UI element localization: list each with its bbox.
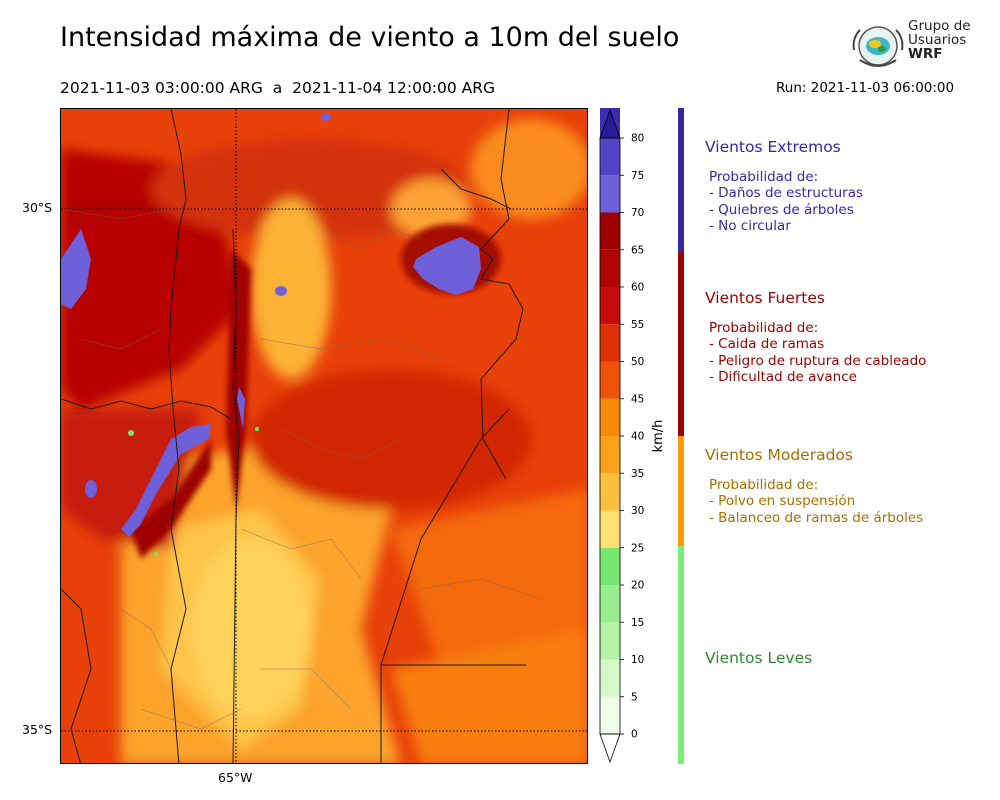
wind-field-shading <box>61 119 587 763</box>
category-strong-title: Vientos Fuertes <box>705 289 825 307</box>
colorbar-segment <box>600 659 620 697</box>
region-strong-north <box>151 139 471 239</box>
colorbar-tick-label: 70 <box>631 207 644 219</box>
colorbar-tick-label: 5 <box>631 691 638 703</box>
colorbar-segment <box>600 547 620 585</box>
colorbar-segment <box>600 324 620 362</box>
legend-bar-moderate <box>678 436 684 546</box>
logo-text: Grupo de Usuarios WRF <box>908 18 971 62</box>
colorbar-tick-label: 15 <box>631 617 644 629</box>
category-light: Vientos Leves <box>705 649 812 667</box>
extreme-wind-areas <box>61 113 481 537</box>
region-orange-east <box>391 489 587 669</box>
colorbar-segment <box>600 696 620 734</box>
category-extreme: Vientos Extremos Probabilidad de: - Daño… <box>705 138 863 234</box>
colorbar-tick-label: 55 <box>631 319 644 331</box>
category-moderate-desc: Probabilidad de: - Polvo en suspensión -… <box>709 477 924 526</box>
wind-speed-colorbar: 0 5 10 15 20 25 30 35 40 45 50 55 60 65 70 75 80 km/h <box>598 100 678 768</box>
legend-bar-light <box>678 546 684 764</box>
globe-logo-icon <box>852 26 904 67</box>
colorbar-segment <box>600 361 620 399</box>
strong-band-center <box>226 249 251 509</box>
category-extreme-title: Vientos Extremos <box>705 138 841 156</box>
legend-bar-strong <box>678 252 684 436</box>
colorbar-tick-label: 20 <box>631 580 644 592</box>
colorbar-tick-label: 40 <box>631 431 644 443</box>
wind-speed-map <box>60 108 588 764</box>
colorbar-tick-label: 45 <box>631 393 644 405</box>
colorbar-under-tip <box>599 733 621 764</box>
colorbar-unit-label: km/h <box>651 420 666 453</box>
extreme-spot-1 <box>275 286 287 296</box>
category-light-title: Vientos Leves <box>705 649 813 667</box>
extreme-spot-2 <box>85 480 97 498</box>
region-light-north <box>251 199 331 379</box>
graticule <box>61 109 587 763</box>
category-extreme-desc: Probabilidad de: - Daños de estructuras … <box>709 169 864 234</box>
extreme-band-west <box>121 424 211 537</box>
colorbar-segment <box>600 473 620 511</box>
colorbar-segment <box>600 138 620 176</box>
region-light-northeast <box>471 119 587 219</box>
legend-bar-extreme <box>678 108 684 252</box>
light-wind-spots <box>128 427 259 556</box>
lon-label-65w: 65°W <box>218 770 253 785</box>
lat-label-35s: 35°S <box>22 722 53 737</box>
colorbar-segment <box>600 398 620 436</box>
colorbar-segment <box>600 510 620 548</box>
strong-band-west <box>131 439 211 559</box>
colorbar-tick-label: 30 <box>631 505 644 517</box>
colorbar-tick-label: 10 <box>631 654 644 666</box>
colorbar-tick-label: 35 <box>631 468 644 480</box>
colorbar-tick-label: 60 <box>631 282 644 294</box>
colorbar-segment <box>600 436 620 474</box>
category-moderate-title: Vientos Moderados <box>705 446 853 464</box>
colorbar-segment <box>600 175 620 213</box>
colorbar-tick-label: 25 <box>631 542 644 554</box>
extreme-area-northeast <box>413 237 481 295</box>
category-strong: Vientos Fuertes Probabilidad de: - Caida… <box>705 289 926 385</box>
extreme-spot-3 <box>321 113 331 121</box>
colorbar-tick-label: 0 <box>631 729 638 741</box>
colorbar-segment <box>600 585 620 623</box>
map-title: Intensidad máxima de viento a 10m del su… <box>60 22 680 53</box>
colorbar-tick-label: 65 <box>631 244 644 256</box>
colorbar-segment <box>600 212 620 250</box>
department-borders <box>61 208 542 730</box>
run-time: Run: 2021-11-03 06:00:00 <box>776 80 955 96</box>
colorbar-tick-label: 80 <box>631 133 644 145</box>
region-light-south <box>191 539 311 719</box>
category-strong-desc: Probabilidad de: - Caida de ramas - Peli… <box>709 320 927 385</box>
region-orange-southeast <box>391 629 587 763</box>
forecast-period: 2021-11-03 03:00:00 ARG a 2021-11-04 12:… <box>60 79 496 97</box>
region-strong-center <box>251 369 531 509</box>
lat-label-30s: 30°S <box>22 200 53 215</box>
extreme-area-west <box>61 229 91 309</box>
colorbar-segment <box>600 287 620 325</box>
colorbar-tick-label: 75 <box>631 170 644 182</box>
extreme-band-center <box>237 387 245 429</box>
category-moderate: Vientos Moderados Probabilidad de: - Pol… <box>705 446 923 526</box>
colorbar-segment <box>600 249 620 287</box>
colorbar-segment <box>600 622 620 660</box>
wrf-users-logo: Grupo de Usuarios WRF <box>848 16 971 72</box>
colorbar-tick-label: 50 <box>631 356 644 368</box>
